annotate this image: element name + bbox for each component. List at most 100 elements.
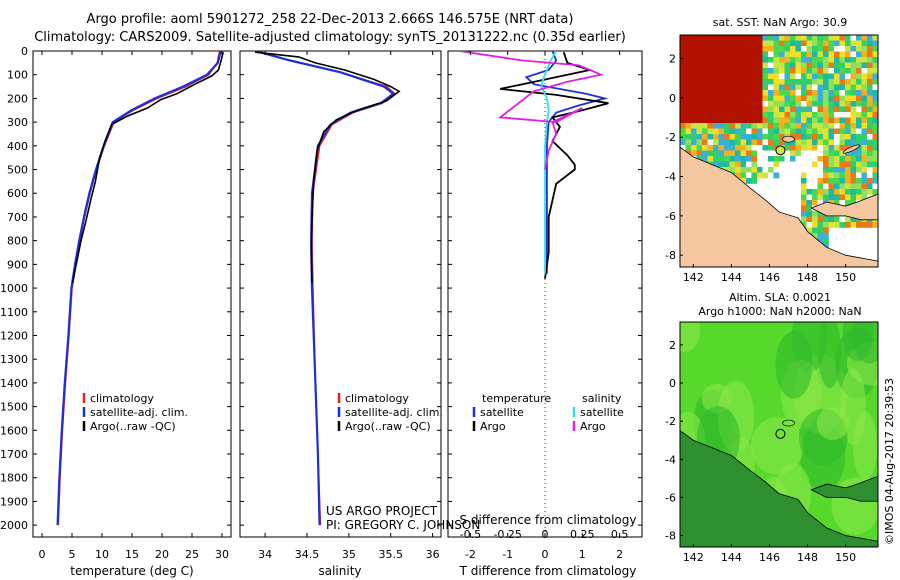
sst-cell <box>702 95 708 102</box>
map-lat-label: -8 <box>665 249 676 262</box>
sst-cell <box>845 106 851 113</box>
sst-cell <box>696 156 703 162</box>
sst-cell <box>801 134 807 140</box>
sst-cell <box>872 46 878 52</box>
map-lat-label: 0 <box>669 92 676 105</box>
sst-cell <box>828 46 835 52</box>
sst-cell <box>779 51 785 58</box>
sst-cell <box>850 90 857 96</box>
sst-cell <box>746 62 752 69</box>
sst-cell <box>762 139 769 146</box>
sst-cell <box>845 46 851 52</box>
sst-cell <box>680 123 686 129</box>
sst-cell <box>845 216 851 223</box>
sst-cell <box>845 189 851 195</box>
depth-tick-label: 800 <box>7 235 28 248</box>
sst-cell <box>812 112 818 118</box>
sst-cell <box>834 134 840 140</box>
sst-cell <box>817 79 824 85</box>
sst-cell <box>845 62 851 69</box>
sst-cell <box>834 68 840 74</box>
sst-cell <box>790 167 796 173</box>
sst-cell <box>779 95 785 102</box>
sst-cell <box>751 139 758 146</box>
sst-cell <box>735 134 741 140</box>
sst-cell <box>872 222 878 228</box>
sst-cell <box>801 145 807 151</box>
sst-cell <box>850 73 857 80</box>
sst-cell <box>757 79 763 85</box>
map-lon-label: 148 <box>797 271 818 284</box>
sst-cell <box>691 139 697 146</box>
sst-cell <box>834 222 840 228</box>
sst-cell <box>751 106 758 113</box>
sst-cell <box>812 134 818 140</box>
sst-cell <box>691 84 697 91</box>
sst-cell <box>872 139 878 146</box>
sst-cell <box>680 112 686 118</box>
sst-cell <box>850 123 857 129</box>
sst-cell <box>834 62 840 69</box>
sst-cell <box>801 95 807 102</box>
sst-cell <box>856 46 862 52</box>
sst-cell <box>751 51 758 58</box>
sst-cell <box>713 112 719 118</box>
sst-cell <box>773 128 780 135</box>
sst-cell <box>768 145 774 151</box>
sst-cell <box>872 62 878 69</box>
sst-cell <box>696 40 703 47</box>
sst-cell <box>790 46 796 52</box>
sst-cell <box>740 101 747 107</box>
sst-cell <box>823 73 829 80</box>
sst-cell <box>801 167 807 173</box>
sst-cell <box>861 46 868 52</box>
map-lon-label: 142 <box>683 271 704 284</box>
sst-cell <box>839 73 846 80</box>
sst-cell <box>823 84 829 91</box>
sst-cell <box>806 90 813 96</box>
sst-cell <box>757 35 763 41</box>
sst-cell <box>828 84 835 91</box>
sst-cell <box>856 161 862 168</box>
sst-cell <box>768 112 774 118</box>
sst-cell <box>817 189 824 195</box>
x-tick-label: 25 <box>185 548 199 561</box>
sst-cell <box>867 35 873 41</box>
sst-cell <box>779 161 785 168</box>
sst-cell <box>751 73 758 80</box>
sst-cell <box>850 117 857 124</box>
sst-cell <box>724 68 730 74</box>
sst-cell <box>845 178 851 184</box>
sst-cell <box>702 134 708 140</box>
sst-cell <box>872 79 878 85</box>
sst-cell <box>867 189 873 195</box>
new-ireland-island <box>842 144 860 154</box>
sst-cell <box>680 40 686 47</box>
sst-cell <box>834 84 840 91</box>
sst-cell <box>713 95 719 102</box>
sst-cell <box>850 35 857 41</box>
sst-cell <box>817 145 824 151</box>
sst-cell <box>795 79 802 85</box>
sst-cell <box>867 90 873 96</box>
sst-cell <box>779 167 785 173</box>
salinity-panel-frame <box>239 50 442 538</box>
sst-cell <box>823 106 829 113</box>
sst-cell <box>872 128 878 135</box>
sst-cell <box>823 216 829 223</box>
sst-cell <box>779 57 785 63</box>
sst-cell <box>872 150 878 157</box>
sst-cell <box>724 150 730 157</box>
sst-cell <box>856 194 862 201</box>
sst-cell <box>867 172 873 179</box>
sst-cell <box>768 79 774 85</box>
sst-cell <box>696 51 703 58</box>
sst-cell <box>757 101 763 107</box>
sst-cell <box>729 112 736 118</box>
sst-cell <box>790 112 796 118</box>
sst-cell <box>817 172 824 179</box>
sst-cell <box>801 117 807 124</box>
sst-cell <box>845 183 851 190</box>
sst-cell <box>790 101 796 107</box>
map-lat-label: -4 <box>665 171 676 184</box>
